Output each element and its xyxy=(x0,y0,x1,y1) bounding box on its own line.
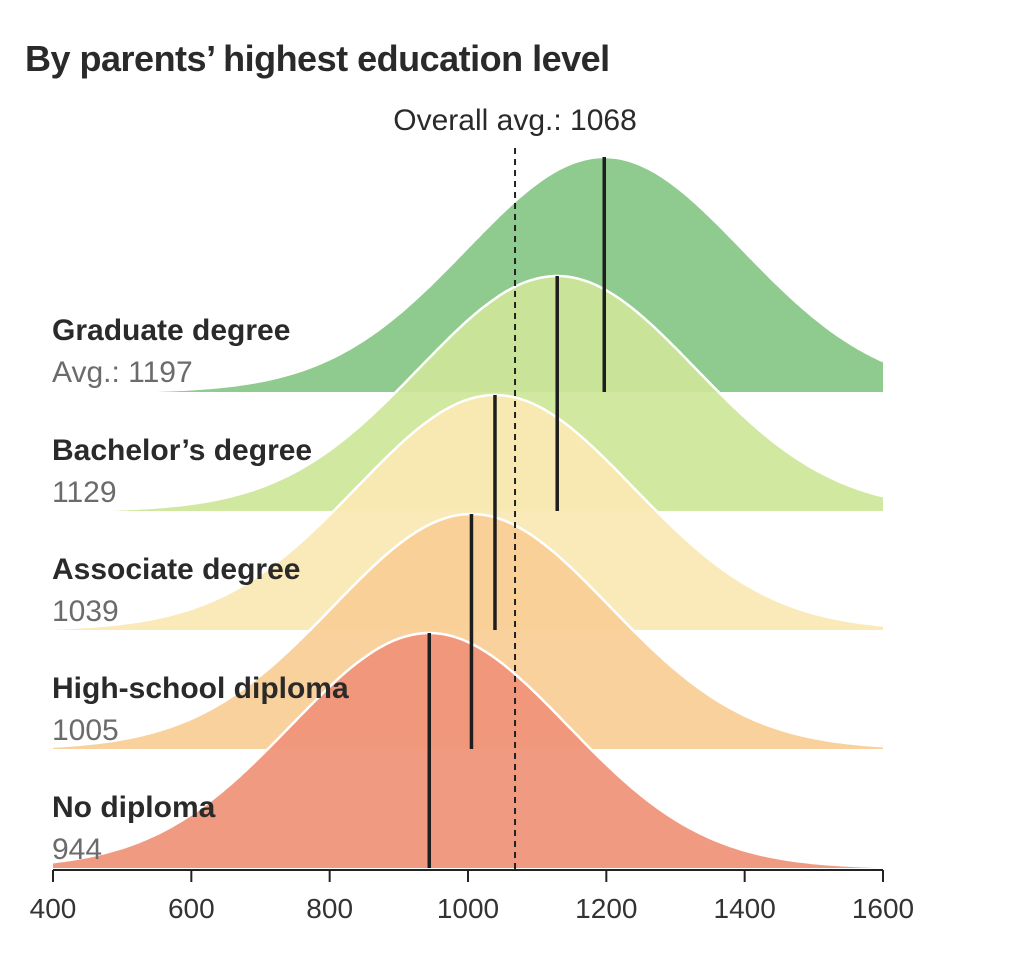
series-avg-4: 944 xyxy=(52,833,102,866)
chart-title: By parents’ highest education level xyxy=(25,38,610,79)
x-tick-label-1: 600 xyxy=(168,893,215,924)
series-name-0: Graduate degree xyxy=(52,314,290,347)
ridge-area-4 xyxy=(53,633,883,868)
x-tick-label-2: 800 xyxy=(306,893,353,924)
ridges-layer xyxy=(52,155,884,869)
series-name-1: Bachelor’s degree xyxy=(52,434,312,467)
average-lines-layer xyxy=(427,157,607,868)
series-name-2: Associate degree xyxy=(52,553,300,586)
series-labels-layer: Graduate degree Avg.: 1197 Bachelor’s degr… xyxy=(52,314,349,866)
series-name-4: No diploma xyxy=(52,791,216,824)
ridge-area-0 xyxy=(53,157,883,392)
series-avg-1: 1129 xyxy=(52,476,117,509)
x-tick-label-6: 1600 xyxy=(852,893,914,924)
x-tick-label-4: 1200 xyxy=(575,893,637,924)
ridge-outline-0 xyxy=(53,155,884,394)
x-tick-label-3: 1000 xyxy=(437,893,499,924)
series-avg-3: 1005 xyxy=(52,714,119,747)
series-avg-2: 1039 xyxy=(52,595,119,628)
ridge-area-1 xyxy=(53,276,883,511)
x-axis: 400 600 800 1000 1200 1400 1600 xyxy=(30,869,914,924)
ridge-area-2 xyxy=(53,395,883,630)
ridge-area-3 xyxy=(53,514,883,749)
ridge-outline-3 xyxy=(52,512,884,748)
series-avg-0: Avg.: 1197 xyxy=(52,356,193,389)
overall-average-layer: Overall avg.: 1068 xyxy=(393,104,637,870)
ridge-outline-2 xyxy=(52,393,884,630)
overall-avg-label: Overall avg.: 1068 xyxy=(393,104,636,137)
x-tick-label-5: 1400 xyxy=(714,893,776,924)
ridge-outline-1 xyxy=(53,274,884,512)
ridge-outline-4 xyxy=(52,631,884,869)
x-tick-label-0: 400 xyxy=(30,893,77,924)
series-name-3: High-school diploma xyxy=(52,672,349,705)
